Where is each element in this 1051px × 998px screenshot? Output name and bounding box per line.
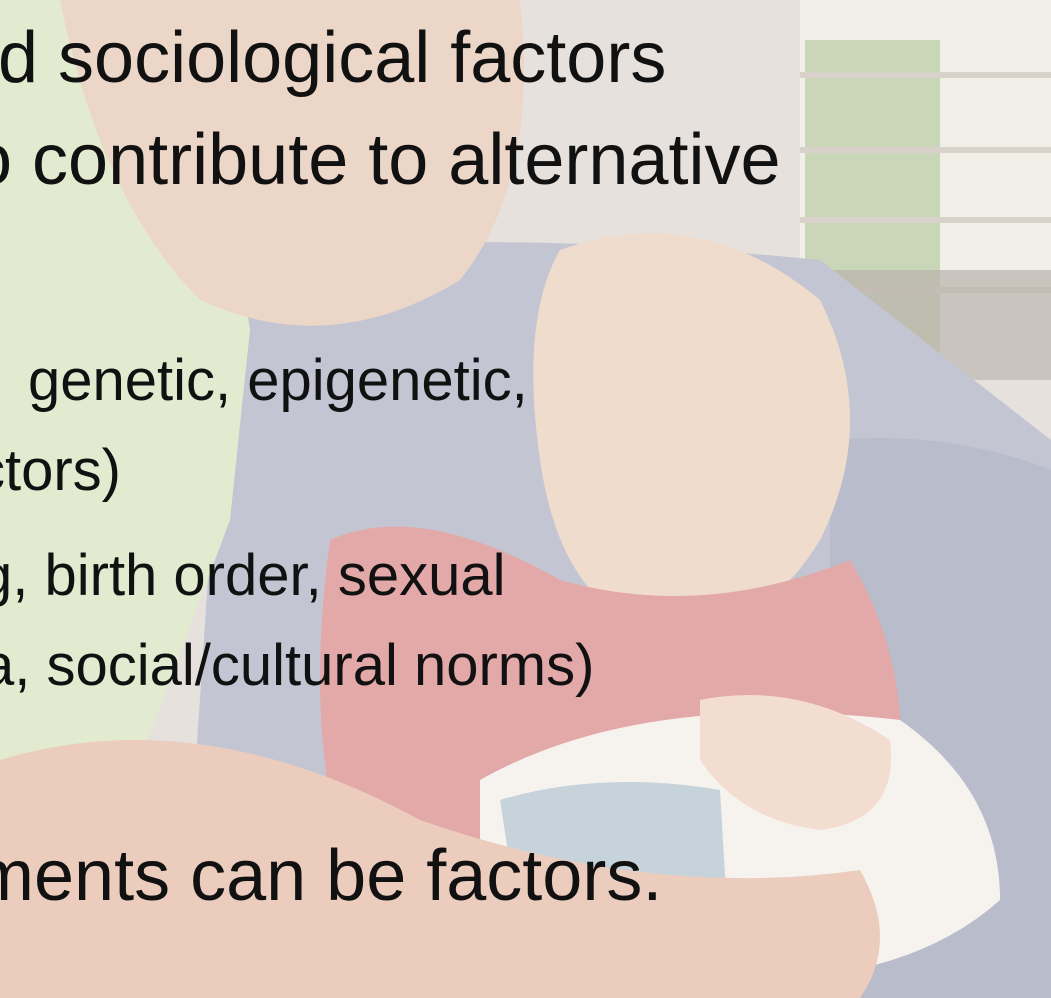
slide-text-line: ments can be factors.	[0, 840, 662, 912]
slide: d sociological factors o contribute to a…	[0, 0, 1051, 998]
slide-text-line: genetic, epigenetic,	[28, 352, 528, 410]
slide-text-line: d sociological factors	[0, 22, 666, 94]
slide-text-line: g, birth order, sexual	[0, 547, 506, 605]
slide-text-line: o contribute to alternative	[0, 124, 781, 196]
slide-text-line: ctors)	[0, 442, 121, 500]
slide-text-line: a, social/cultural norms)	[0, 637, 594, 695]
